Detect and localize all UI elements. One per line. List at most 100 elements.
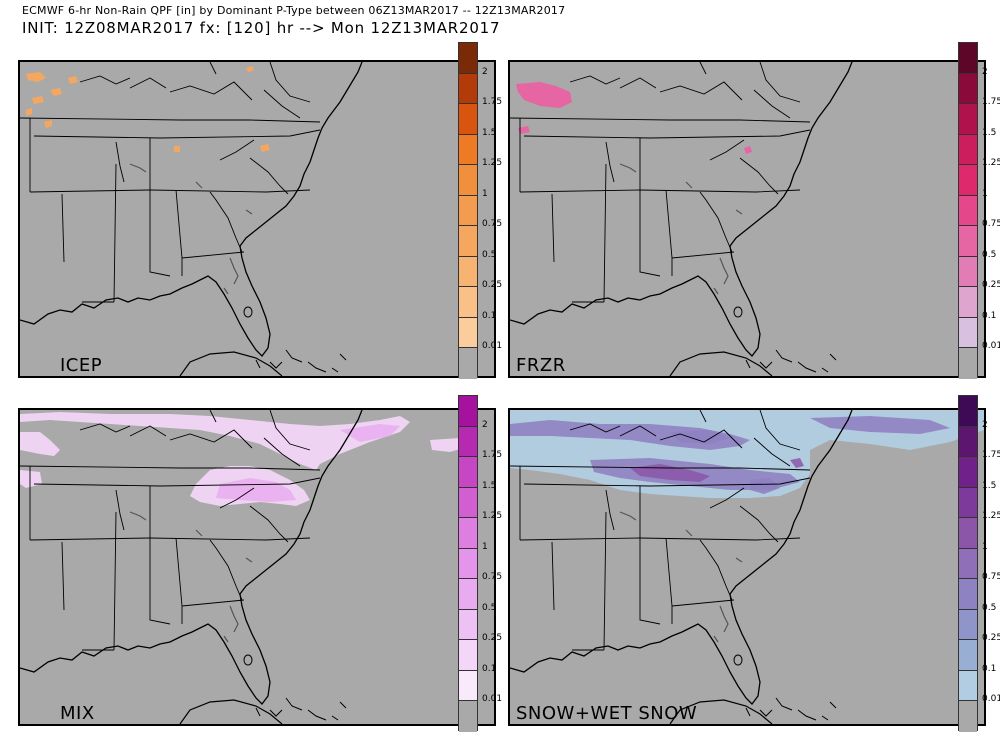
coastline [510,62,853,357]
state-border [510,117,811,123]
state-border [569,75,621,85]
precip-area [246,66,254,72]
colorbar-segment [959,518,977,549]
precip-area [32,96,44,104]
colorbar-segment [959,165,977,196]
state-border [510,465,811,471]
precip-area [20,432,60,456]
lake [619,511,637,521]
precip-area [670,430,730,444]
cuba-outline [669,351,773,376]
precip-area [516,82,572,108]
panel-label-icep: ICEP [60,355,103,376]
state-border [175,537,183,624]
state-border [639,486,661,625]
colorbar-label: 0.5 [482,249,497,260]
map-frzr [510,62,853,376]
island [797,361,817,373]
colorbar-segment [959,457,977,488]
state-border [263,89,301,119]
panel-snow: SNOW+WET SNOW [508,408,986,726]
colorbar-label: 1.75 [982,450,1000,461]
state-border [209,62,217,75]
island [285,349,303,363]
colorbar-segment [959,317,977,349]
state-border [29,537,151,541]
island [307,709,327,721]
colorbar-icep [458,42,478,379]
colorbar-label: 0.01 [982,694,1000,705]
state-border [149,189,311,193]
lake [685,181,693,189]
colorbar-segment [459,579,477,610]
colorbar-label: 1.25 [982,511,1000,522]
precip-area [518,126,530,134]
colorbar-label: 0.5 [982,602,997,613]
colorbar-label: 0.75 [982,572,1000,583]
state-border [149,486,171,625]
colorbar-segment [459,348,477,379]
colorbar-segment [459,609,477,641]
colorbar-label: 1.5 [982,480,997,491]
colorbar-frzr [958,42,978,379]
island [745,359,751,369]
state-border [639,537,801,541]
lake [245,209,253,215]
colorbar-label: 2 [482,66,488,77]
colorbar-label: 1.75 [482,450,503,461]
island [339,353,347,361]
island [285,697,303,711]
colorbar-segment [459,670,477,702]
colorbar-label: 2 [982,66,988,77]
state-border [709,487,745,509]
panel-label-snow: SNOW+WET SNOW [516,703,698,724]
colorbar-label: 1.75 [482,97,503,108]
state-border [29,189,151,193]
state-border [149,138,171,277]
state-border [665,537,673,624]
lake [619,163,637,173]
island [255,359,261,369]
island [339,701,347,709]
lake [195,529,203,537]
colorbar-label: 0.5 [982,249,997,260]
colorbar-label: 1.5 [482,127,497,138]
colorbar-segment [459,287,477,318]
colorbar-segment [959,548,977,580]
island [759,709,773,717]
colorbar-segment [459,73,477,105]
state-border [753,437,791,467]
colorbar-segment [459,317,477,349]
lake-okeechobee [733,306,743,318]
state-border [639,189,801,193]
precip-area [744,146,752,154]
state-border [665,189,673,276]
state-border [739,505,779,543]
colorbar-segment [459,640,477,671]
state-border [115,489,125,531]
island [821,715,829,721]
state-border [209,410,217,423]
state-border [739,157,779,195]
lake [229,257,239,285]
island [331,715,339,721]
colorbar-label: 0.1 [982,310,997,321]
state-border [659,429,743,449]
coastline [20,410,363,705]
colorbar-label: 0.01 [982,341,1000,352]
colorbar-segment [959,195,977,227]
state-border [519,189,641,193]
colorbar-segment [959,256,977,288]
colorbar-label: 0.75 [982,219,1000,230]
colorbar-label: 0.1 [982,663,997,674]
coastline [510,410,853,705]
colorbar-segment [959,73,977,105]
lake [719,605,729,633]
state-border [113,163,117,303]
colorbar-segment [459,134,477,166]
lake-okeechobee [243,306,253,318]
colorbar-snow [958,395,978,732]
state-border [519,537,641,541]
colorbar-label: 2 [482,419,488,430]
state-border [181,599,245,607]
